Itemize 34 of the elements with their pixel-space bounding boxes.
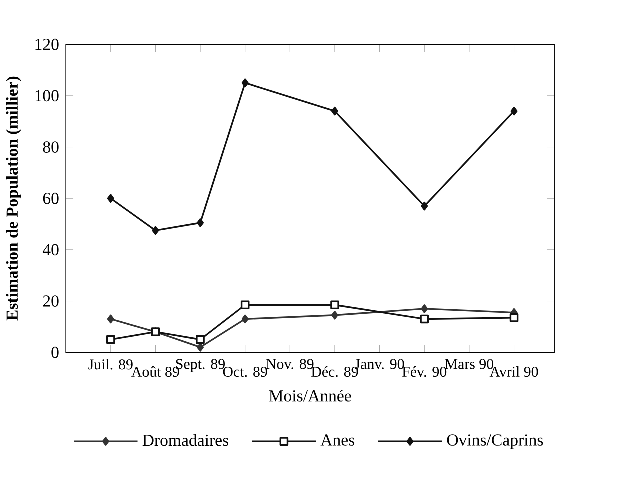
point — [510, 106, 518, 116]
legend-label: Anes — [320, 434, 355, 446]
point — [421, 304, 428, 314]
legend-label: Ovins/Caprins — [447, 434, 544, 450]
point — [152, 226, 160, 236]
point — [197, 343, 204, 352]
y-tick-label: 20 — [43, 296, 59, 307]
y-tick-label: 40 — [42, 244, 59, 256]
point — [420, 314, 430, 324]
y-tick-label: 100 — [36, 90, 59, 102]
y-tick-label: 80 — [43, 142, 59, 153]
y-axis-title: Estimation de Population (millier) — [6, 76, 22, 321]
y-tick-label: 120 — [36, 38, 59, 50]
point — [107, 314, 114, 324]
point — [421, 202, 428, 211]
point — [107, 194, 114, 203]
x-tick-label: Fév. 90 — [402, 366, 447, 378]
legend-label: Dromadaires — [142, 434, 228, 446]
point — [197, 218, 204, 228]
point — [331, 106, 338, 116]
y-tick-label: 60 — [43, 192, 59, 204]
point — [242, 78, 249, 88]
x-axis-title: Mois/Année — [269, 390, 352, 402]
y-tick-label: 0 — [52, 346, 59, 358]
point — [196, 335, 205, 344]
point — [330, 300, 340, 310]
point — [242, 314, 249, 324]
point — [331, 310, 338, 320]
point — [106, 335, 116, 344]
point — [510, 313, 519, 322]
x-tick-label: Nov. 89 — [266, 359, 314, 370]
x-tick-label: Juil. 89 — [88, 359, 133, 370]
point — [240, 300, 250, 310]
x-tick-label: Oct. 89 — [223, 366, 268, 378]
